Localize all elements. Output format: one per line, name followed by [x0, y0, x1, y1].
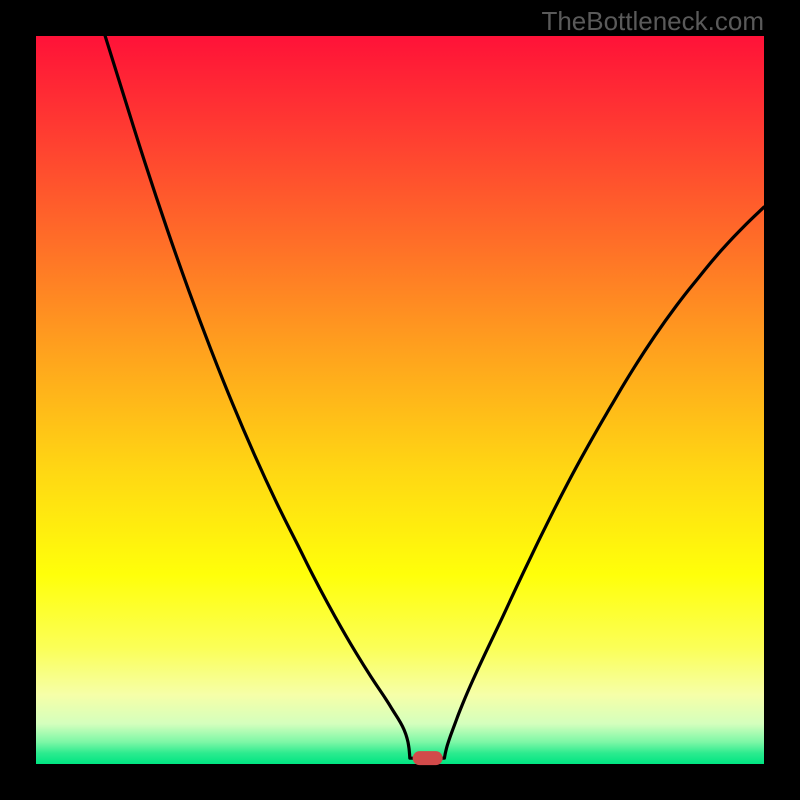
bottleneck-chart: TheBottleneck.com — [0, 0, 800, 800]
optimal-marker — [413, 751, 443, 765]
plot-gradient — [36, 36, 764, 764]
watermark-text: TheBottleneck.com — [541, 6, 764, 36]
